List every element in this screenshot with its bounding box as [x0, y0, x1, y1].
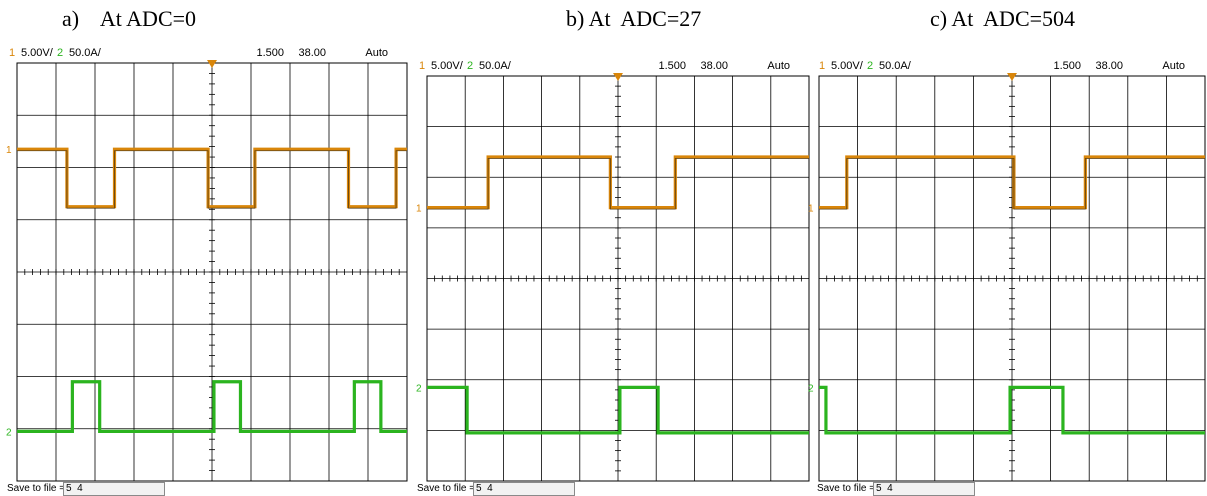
save-to-file-value: 5 4	[66, 483, 83, 494]
scope-screen: 12	[808, 73, 1206, 482]
ch1-scale: 5.00V/	[21, 47, 53, 59]
ch2-trace	[17, 380, 407, 433]
time-per-div: 38.00	[1095, 60, 1123, 72]
ch2-scale: 50.0A/	[69, 47, 101, 59]
ch1-trace	[17, 147, 407, 209]
trigger-mode[interactable]: Auto	[365, 47, 388, 59]
ch1-number: 1	[419, 60, 426, 72]
trigger-mode[interactable]: Auto	[1162, 60, 1185, 72]
panel-a-caption: a) At ADC=0	[62, 6, 197, 31]
ch2-number: 2	[867, 60, 874, 72]
ch2-trace	[427, 385, 809, 435]
save-to-file-label: Save to file =	[417, 483, 476, 494]
ch2-ground-marker: 2	[416, 383, 422, 394]
ch2-number: 2	[57, 47, 64, 59]
save-to-file-bar: Save to file = 5 4	[815, 482, 1207, 496]
ch1-ground-marker: 1	[416, 204, 422, 215]
ch2-scale: 50.0A/	[879, 60, 911, 72]
time-per-div: 38.00	[700, 60, 728, 72]
save-to-file-bar: Save to file = 5 4	[5, 482, 410, 496]
time-per-div: 38.00	[298, 47, 326, 59]
scope-panel-b: 1 5.00V/ 2 50.0A/ 1.500 38.00 Auto Save …	[415, 57, 812, 496]
save-to-file-value: 5 4	[876, 483, 893, 494]
ch1-number: 1	[9, 47, 16, 59]
scope-header: 1 5.00V/ 2 50.0A/ 1.500 38.00 Auto	[415, 57, 812, 75]
trigger-marker-icon	[207, 60, 217, 68]
panel-c-caption: c) At ADC=504	[930, 6, 1076, 31]
scope-screen: 12	[416, 73, 810, 482]
ch1-trace-core	[427, 158, 809, 210]
save-to-file-label: Save to file =	[817, 483, 876, 494]
ch1-scale: 5.00V/	[831, 60, 863, 72]
time-position: 1.500	[658, 60, 686, 72]
scope-panel-a: 1 5.00V/ 2 50.0A/ 1.500 38.00 Auto Save …	[5, 44, 410, 496]
ch1-trace-core	[17, 150, 407, 209]
ch2-ground-marker: 2	[808, 383, 814, 394]
time-position: 1.500	[1053, 60, 1081, 72]
scope-panel-c: 1 5.00V/ 2 50.0A/ 1.500 38.00 Auto Save …	[808, 57, 1207, 496]
save-to-file-bar: Save to file = 5 4	[415, 482, 812, 496]
scope-header: 1 5.00V/ 2 50.0A/ 1.500 38.00 Auto	[5, 44, 410, 62]
trigger-marker-icon	[1007, 73, 1017, 81]
panel-b-caption: b) At ADC=27	[566, 6, 702, 31]
ch2-scale: 50.0A/	[479, 60, 511, 72]
time-position: 1.500	[256, 47, 284, 59]
trigger-mode[interactable]: Auto	[767, 60, 790, 72]
trigger-marker-icon	[613, 73, 623, 81]
scope-screen: 12	[6, 60, 408, 482]
ch1-ground-marker: 1	[808, 204, 814, 215]
ch2-number: 2	[467, 60, 474, 72]
ch1-trace-core	[819, 158, 1205, 210]
save-to-file-label: Save to file =	[7, 483, 66, 494]
ch2-trace	[819, 385, 1205, 435]
ch2-ground-marker: 2	[6, 427, 12, 438]
save-to-file-value: 5 4	[476, 483, 493, 494]
ch1-ground-marker: 1	[6, 145, 12, 156]
scope-header: 1 5.00V/ 2 50.0A/ 1.500 38.00 Auto	[815, 57, 1207, 75]
ch1-number: 1	[819, 60, 826, 72]
ch1-scale: 5.00V/	[431, 60, 463, 72]
